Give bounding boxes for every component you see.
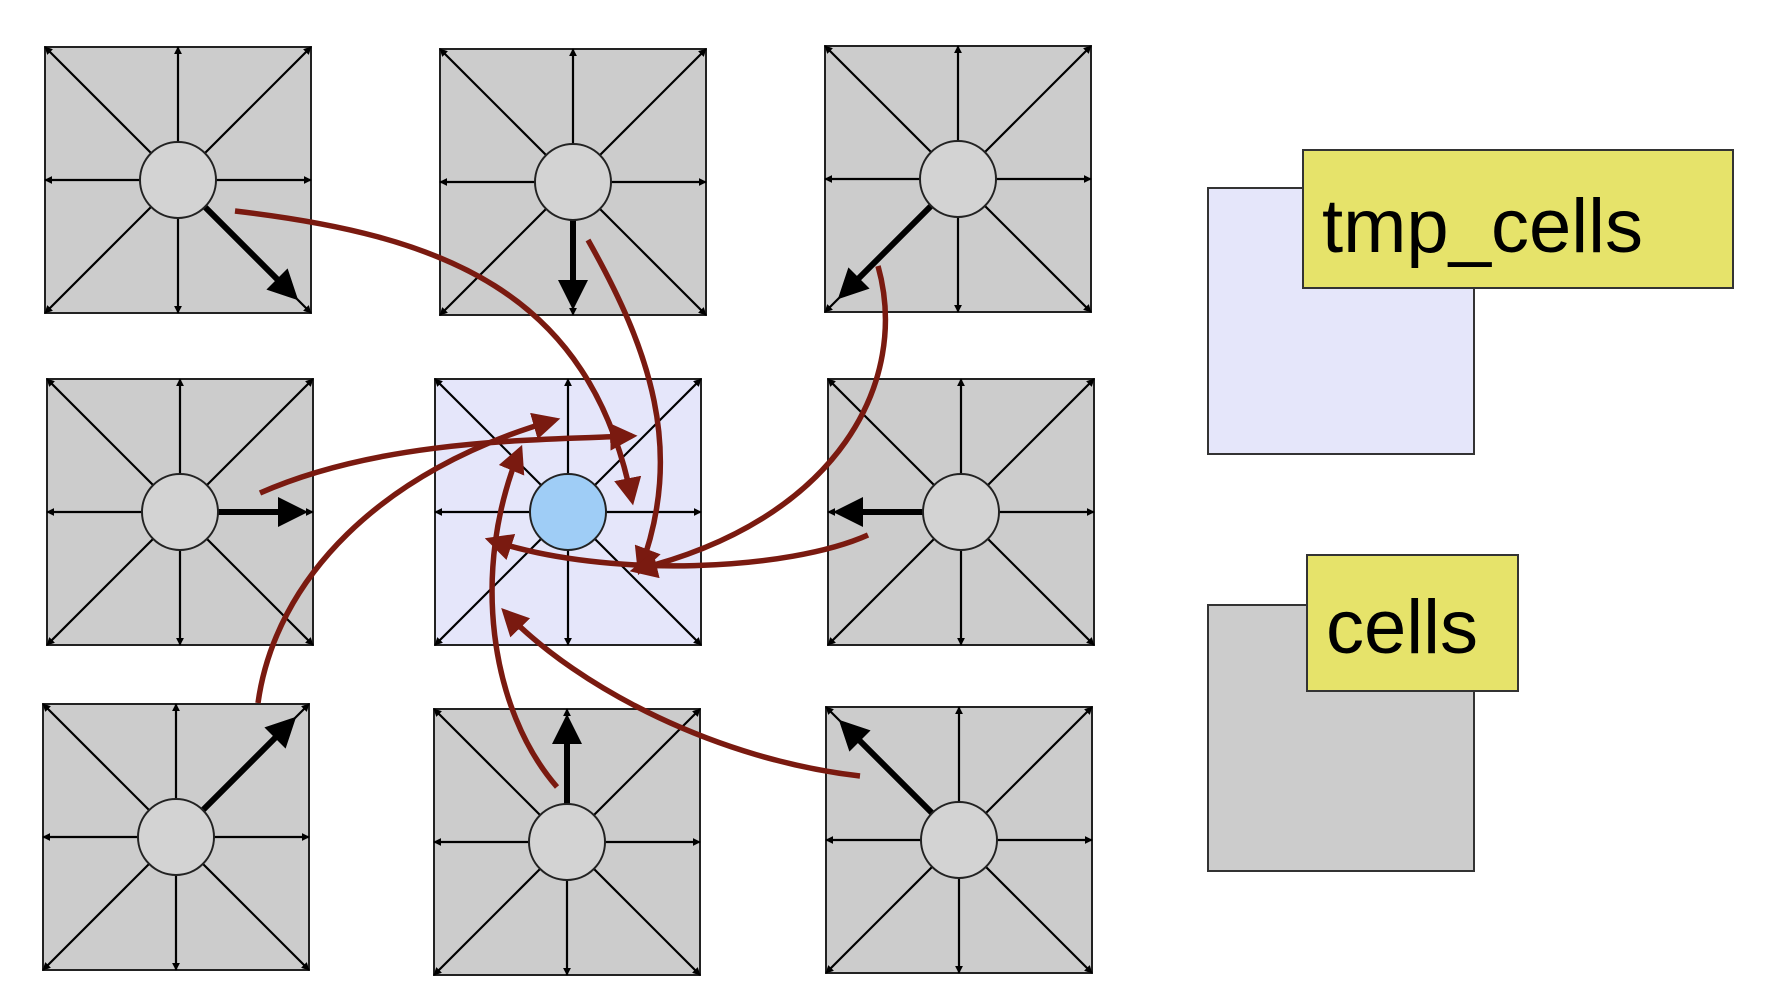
highlighted-arrow-south-west — [837, 203, 934, 300]
legend-cells: cells — [1207, 554, 1519, 872]
direction-arrow-south-west — [46, 538, 154, 646]
flow-from-top-right — [629, 265, 889, 579]
direction-arrow-north-east — [985, 706, 1093, 814]
direction-arrow-south-east — [593, 868, 701, 976]
direction-arrow-south-west — [439, 208, 547, 316]
cell-top-center — [439, 48, 707, 316]
streaming-flows — [234, 208, 889, 789]
target-node — [529, 473, 607, 551]
direction-arrow-south-west — [825, 866, 933, 974]
direction-arrow-south-east — [985, 866, 1093, 974]
direction-arrow-south-east — [984, 205, 1092, 313]
flow-from-bottom-right — [501, 608, 861, 779]
flow-from-middle-right — [484, 532, 870, 569]
direction-arrow-south-west — [433, 868, 541, 976]
direction-arrow-north-west — [433, 708, 541, 816]
cell-top-left — [44, 46, 312, 314]
direction-arrow-south-west — [44, 206, 152, 314]
direction-arrow-south-east — [206, 538, 314, 646]
highlighted-arrow-north-east — [200, 716, 297, 813]
cell-top-right — [824, 45, 1092, 313]
cells-legend-tag — [1306, 554, 1519, 692]
direction-arrow-north-west — [824, 45, 932, 153]
flow-from-bottom-center — [489, 444, 560, 789]
cell-bottom-center — [433, 708, 701, 976]
direction-arrow-north-east — [599, 48, 707, 156]
legend-tmp-cells: tmp_cells — [1207, 149, 1734, 455]
cell-node — [919, 140, 997, 218]
cell-bottom-left — [42, 703, 310, 971]
flow-from-top-left — [234, 208, 642, 506]
direction-arrow-north-east — [984, 45, 1092, 153]
direction-arrow-south-east — [594, 538, 702, 646]
direction-arrow-north-west — [42, 703, 150, 811]
cell-center — [434, 378, 702, 646]
direction-arrow-south-east — [987, 538, 1095, 646]
cell-bottom-right — [825, 706, 1093, 974]
cell-grid — [42, 45, 1095, 976]
flow-from-bottom-left — [255, 412, 561, 704]
direction-arrow-north-east — [206, 378, 314, 486]
tmp-cells-legend-tag — [1302, 149, 1734, 289]
direction-arrow-north-west — [827, 378, 935, 486]
direction-arrow-north-west — [44, 46, 152, 154]
cells-label: cells — [1326, 585, 1478, 670]
flow-from-top-center — [585, 238, 664, 576]
highlighted-arrow-north-west — [838, 719, 935, 816]
direction-arrow-south-west — [42, 863, 150, 971]
flow-from-middle-left — [258, 423, 638, 496]
direction-arrow-south-west — [827, 538, 935, 646]
direction-arrow-north-east — [987, 378, 1095, 486]
cell-node — [141, 473, 219, 551]
cell-middle-left — [46, 378, 314, 646]
cell-node — [139, 141, 217, 219]
direction-arrow-north-west — [46, 378, 154, 486]
direction-arrow-north-west — [439, 48, 547, 156]
tmp-cells-label: tmp_cells — [1322, 184, 1643, 269]
cell-middle-right — [827, 378, 1095, 646]
highlighted-arrow-south-east — [202, 204, 299, 301]
cell-node — [528, 803, 606, 881]
direction-arrow-south-east — [599, 208, 707, 316]
direction-arrow-south-west — [434, 538, 542, 646]
cell-node — [534, 143, 612, 221]
direction-arrow-south-east — [202, 863, 310, 971]
cell-node — [922, 473, 1000, 551]
direction-arrow-north-east — [594, 378, 702, 486]
cell-node — [920, 801, 998, 879]
direction-arrow-north-east — [204, 46, 312, 154]
cell-node — [137, 798, 215, 876]
